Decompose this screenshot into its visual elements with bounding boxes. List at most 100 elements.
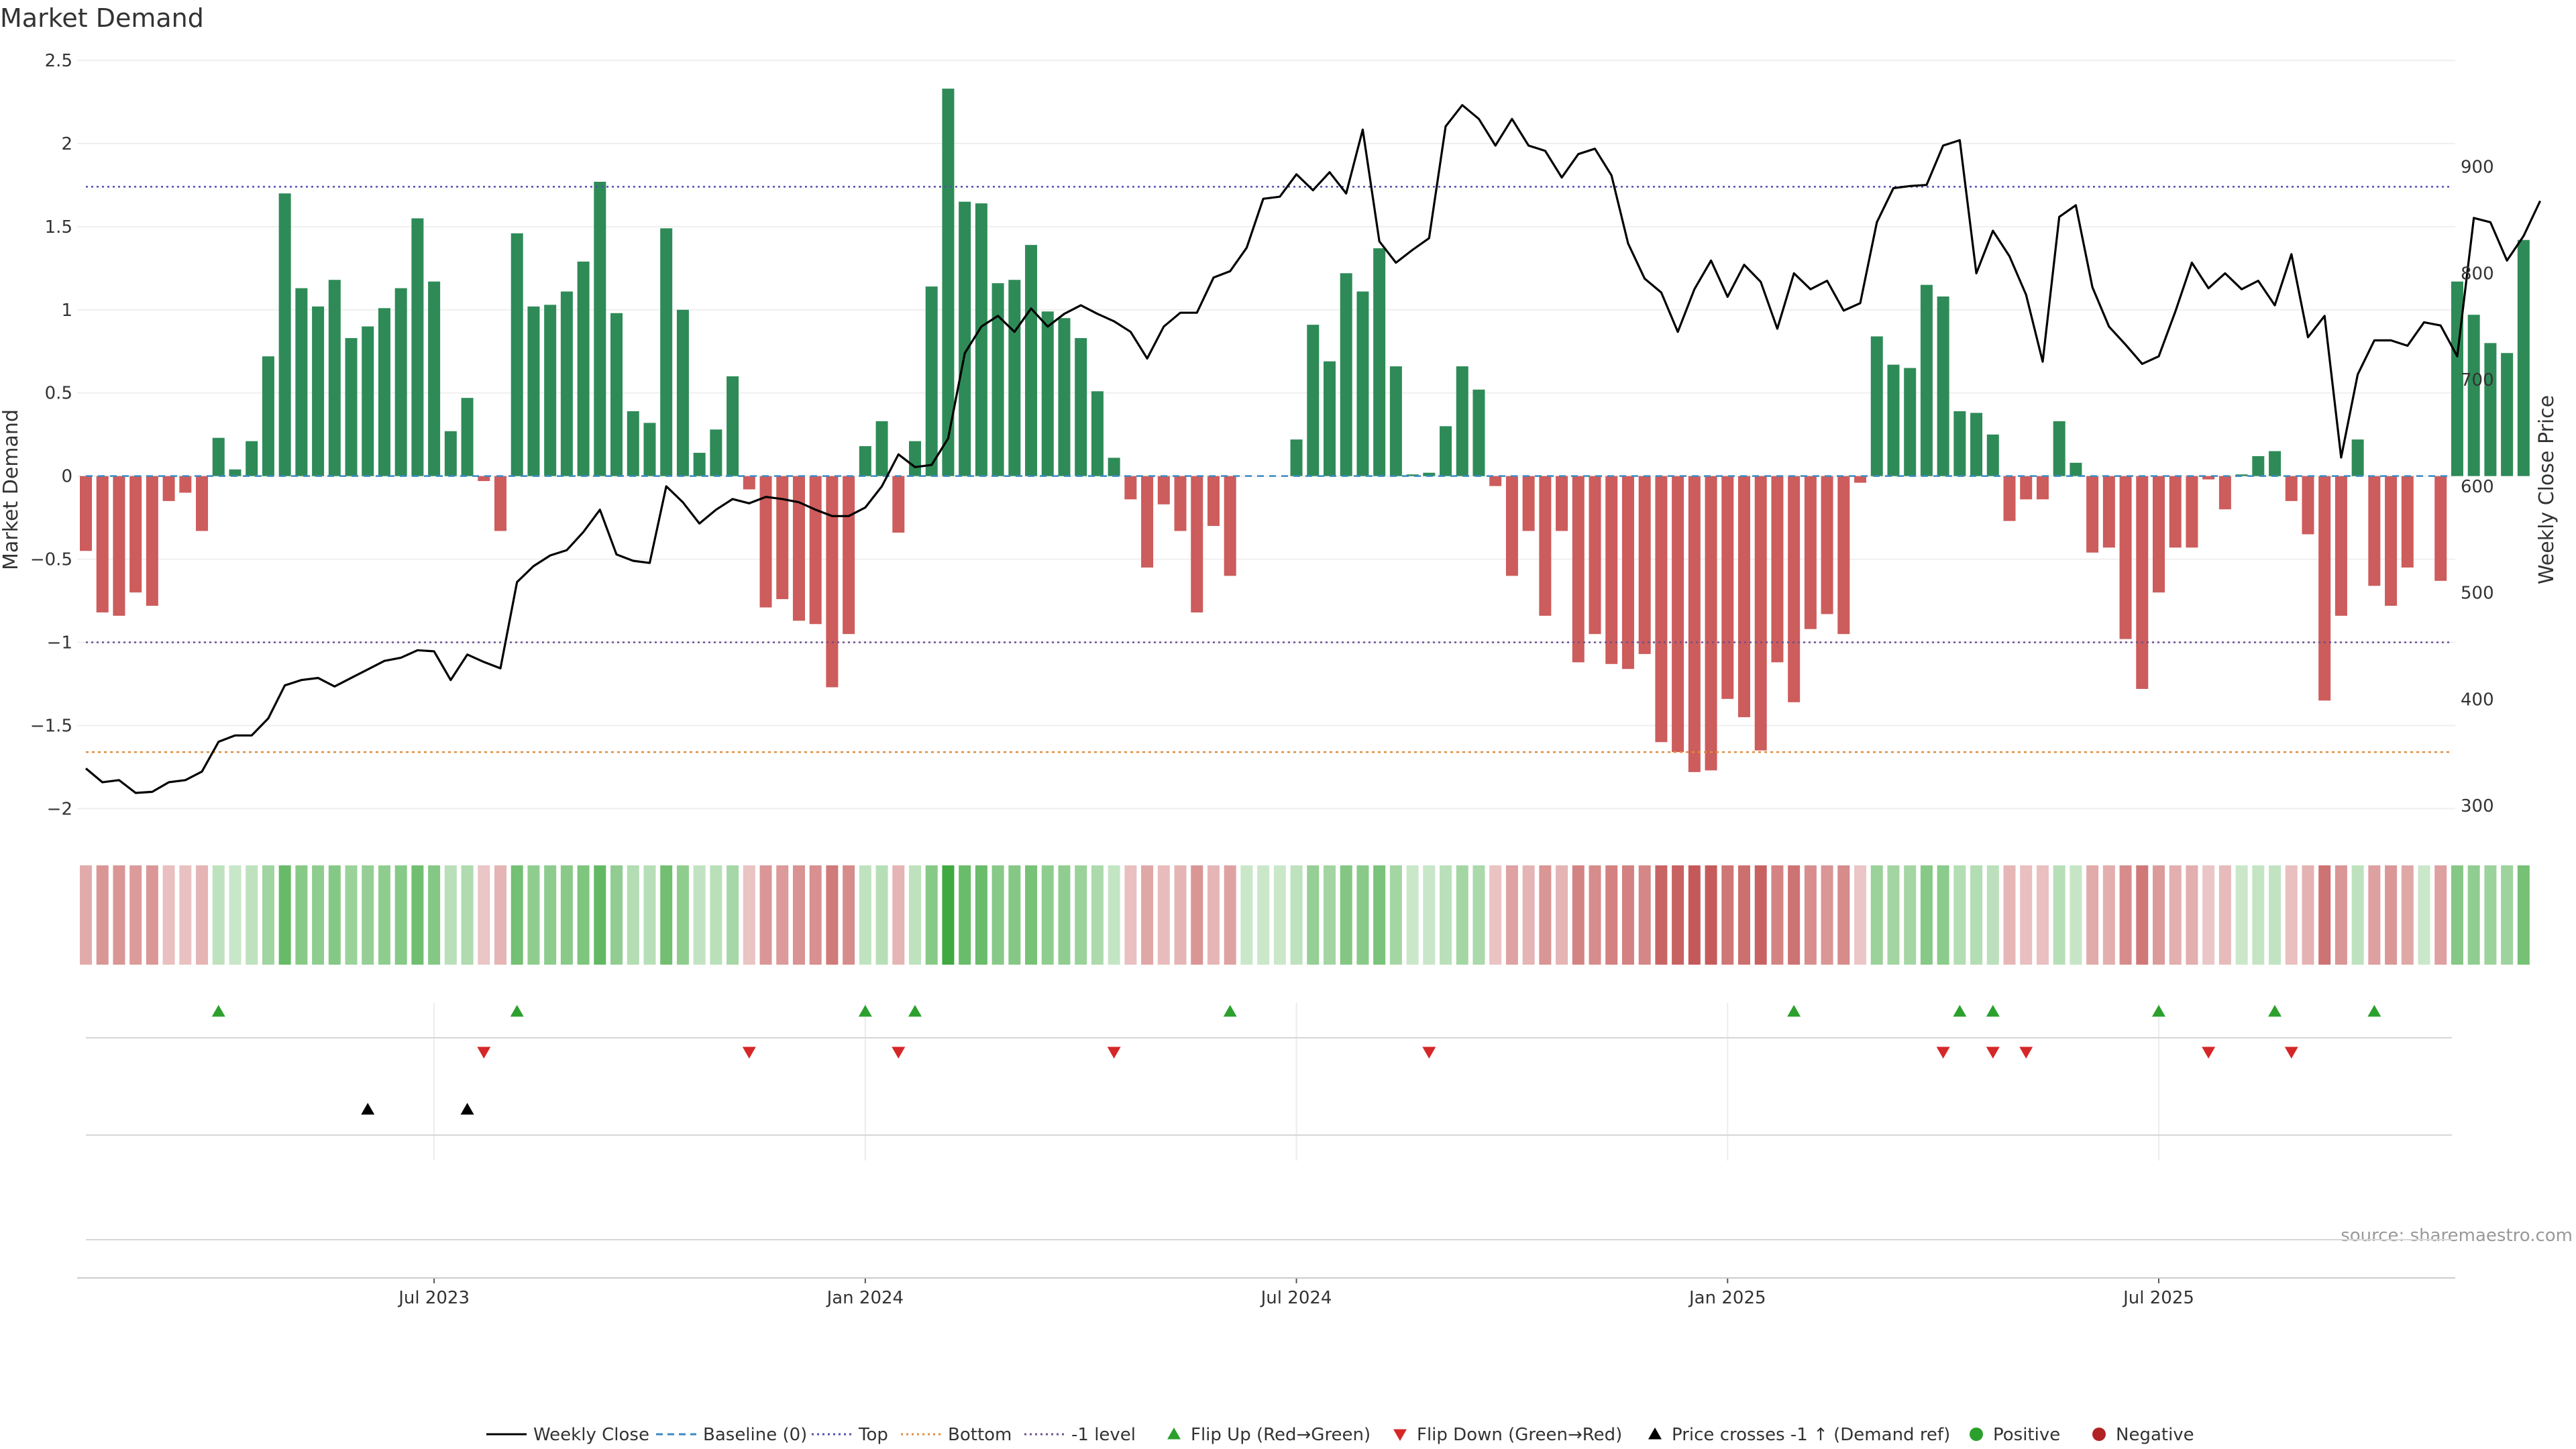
flip-up-marker — [2152, 1005, 2165, 1017]
strip-cell — [2517, 865, 2530, 965]
strip-cell — [1423, 865, 1436, 965]
y-right-tick-label: 300 — [2461, 796, 2494, 816]
legend-item: Bottom — [901, 1425, 1012, 1445]
strip-cell — [129, 865, 142, 965]
strip-cell — [1920, 865, 1933, 965]
demand-bar — [80, 476, 92, 551]
strip-cell — [1788, 865, 1801, 965]
demand-bar — [1290, 439, 1303, 476]
demand-bar — [1672, 476, 1684, 753]
strip-cell — [2318, 865, 2331, 965]
demand-bar — [1157, 476, 1170, 504]
strip-cell — [1638, 865, 1651, 965]
demand-bar — [1041, 311, 1054, 476]
legend-swatch — [2092, 1428, 2106, 1441]
demand-bar — [2484, 343, 2497, 476]
demand-bar — [1174, 476, 1187, 531]
strip-cell — [1141, 865, 1154, 965]
strip-cell — [2484, 865, 2497, 965]
strip-cell — [1273, 865, 1286, 965]
demand-bar — [1572, 476, 1585, 663]
demand-bar — [843, 476, 855, 635]
legend-item: Flip Down (Green→Red) — [1393, 1425, 1622, 1445]
demand-bar — [1340, 273, 1352, 476]
legend-item: Price crosses -1 ↑ (Demand ref) — [1648, 1425, 1950, 1445]
strip-cell — [461, 865, 474, 965]
demand-bar — [727, 376, 739, 476]
demand-bar — [162, 476, 175, 501]
legend-swatch — [1393, 1429, 1407, 1441]
strip-cell — [2102, 865, 2115, 965]
strip-cell — [1771, 865, 1784, 965]
demand-bar — [1904, 368, 1917, 476]
legend-swatch — [1970, 1428, 1983, 1441]
flip-up-marker — [1986, 1005, 2000, 1017]
demand-bar — [594, 181, 606, 476]
demand-bar — [1522, 476, 1535, 531]
strip-cell — [1108, 865, 1120, 965]
demand-bar — [2086, 476, 2099, 553]
demand-bar — [1705, 476, 1717, 771]
strip-cell — [1008, 865, 1021, 965]
demand-bar — [2285, 476, 2298, 501]
demand-bar — [444, 431, 457, 476]
demand-bar — [1505, 476, 1518, 576]
strip-cell — [2086, 865, 2099, 965]
demand-bar — [2501, 353, 2514, 476]
strip-cell — [2385, 865, 2398, 965]
demand-bar — [991, 283, 1004, 476]
flip-down-marker — [2019, 1046, 2033, 1059]
strip-cell — [246, 865, 258, 965]
strip-cell — [991, 865, 1004, 965]
demand-bar — [1224, 476, 1236, 576]
strip-cell — [212, 865, 225, 965]
strip-cell — [1804, 865, 1817, 965]
strip-cell — [478, 865, 490, 965]
y-left-tick-label: 0.5 — [45, 384, 72, 404]
demand-bar — [792, 476, 805, 621]
demand-bar — [1821, 476, 1833, 614]
demand-bar — [1406, 474, 1419, 476]
strip-cell — [2003, 865, 2016, 965]
strip-cell — [511, 865, 523, 965]
x-tick-label: Jan 2024 — [826, 1288, 904, 1308]
demand-bar — [428, 281, 441, 476]
demand-bar — [129, 476, 142, 593]
strip-cell — [1621, 865, 1634, 965]
y-right-tick-label: 700 — [2461, 370, 2494, 390]
flip-down-marker — [1936, 1046, 1950, 1059]
flip-up-marker — [510, 1005, 524, 1017]
demand-bar — [2401, 476, 2414, 568]
demand-bar — [2020, 476, 2033, 500]
strip-cell — [162, 865, 175, 965]
strip-cell — [2202, 865, 2215, 965]
demand-bar — [1887, 364, 1900, 476]
strip-cell — [1605, 865, 1618, 965]
demand-bar — [627, 411, 639, 476]
chart-title: Market Demand — [0, 3, 204, 33]
demand-bar — [2218, 476, 2231, 510]
strip-cell — [1472, 865, 1485, 965]
demand-bar — [2003, 476, 2016, 521]
y-left-tick-label: 2 — [61, 134, 72, 154]
strip-cell — [2136, 865, 2149, 965]
y-axis-left-label: Market Demand — [0, 409, 23, 570]
y-left-tick-label: 1.5 — [45, 217, 72, 237]
demand-bar — [2269, 451, 2282, 476]
strip-cell — [1738, 865, 1750, 965]
demand-bar — [2053, 421, 2065, 476]
demand-bar — [1373, 248, 1386, 476]
strip-cell — [2401, 865, 2414, 965]
strip-cell — [1075, 865, 1087, 965]
demand-bar — [1655, 476, 1668, 743]
demand-bar — [2119, 476, 2132, 639]
strip-cell — [80, 865, 92, 965]
strip-cell — [1655, 865, 1668, 965]
strip-cell — [1340, 865, 1352, 965]
strip-cell — [2368, 865, 2381, 965]
demand-bar — [179, 476, 192, 493]
strip-cell — [1025, 865, 1038, 965]
x-tick-label: Jul 2023 — [397, 1288, 470, 1308]
demand-bar — [610, 313, 623, 476]
y-axis-right-label: Weekly Close Price — [2535, 395, 2559, 584]
